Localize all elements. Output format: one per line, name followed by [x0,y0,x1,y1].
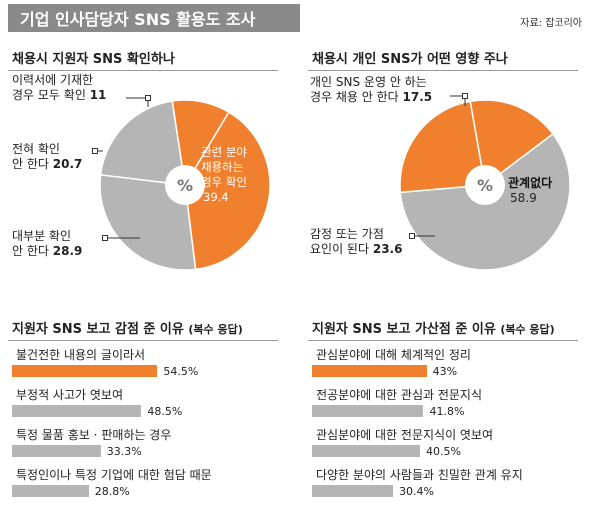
pie1-slice-3-leader-dot [145,95,151,101]
bar1-bar [12,485,89,497]
pie2-title: 채용시 개인 SNS가 어떤 영향 주나 [312,52,508,67]
pie2-slice-2-leader-dot [462,93,468,99]
pie1-rule [8,70,278,71]
pie1-slice-1-value: 28.9 [53,244,83,258]
bar2-item: 관심분야에 대한 전문지식이 엿보여 40.5% [308,426,558,466]
bar2-value-label: 41.8% [429,405,465,418]
bar2-value-label: 30.4% [399,485,435,498]
pie1-slice-0 [184,111,271,271]
pie1-slice-0-label-line-2: 경우 확인 [201,175,247,189]
bar1-value-label: 54.5% [163,365,199,378]
pie1-slice-3-label-line-1: 경우 모두 확인 11 [12,88,106,102]
bar2-bar [312,405,424,417]
bar2-subtitle: (복수 응답) [500,323,555,336]
bar2-bar [312,485,394,497]
source-note: 자료: 잡코리아 [520,18,582,29]
bar1-item: 부정적 사고가 엿보여 48.5% [8,386,258,426]
pie2-slice-1 [399,100,486,194]
pie2-rule [308,70,578,71]
pie2-slice-1-leader-dot [409,233,415,239]
pie1-slice-2-label-line-1: 안 한다 20.7 [12,157,82,171]
bar1-value-label: 33.3% [106,445,142,458]
bar2-bar [312,445,420,457]
bar-chart-penalty-reasons: 불건전한 내용의 글이라서 54.5% 부정적 사고가 엿보여 48.5% 특정 물품 … [8,346,258,506]
pie2-slice-0-value: 58.9 [510,191,537,205]
pie2-center-label: % [477,176,493,195]
pie2-slice-2-value: 17.5 [403,90,433,104]
pie1-slice-0-label-line-0: 관련 분야 [201,145,247,159]
pie1-center-label: % [177,176,193,195]
bar2-title: 지원자 SNS 보고 가산점 준 이유 (복수 응답) [312,318,555,337]
bar1-category-label: 특정 물품 홍보 · 판매하는 경우 [16,428,172,442]
bar1-value-label: 28.8% [94,485,130,498]
pie1-slice-3-label-line-0: 이력서에 기재한 [12,73,93,87]
bar2-category-label: 다양한 분야의 사람들과 친밀한 관계 유지 [316,468,523,482]
pie2-slice-2 [469,99,554,187]
pie2-slice-1-value: 23.6 [373,242,403,256]
bar2-value-label: 43% [432,365,458,378]
pie1-slice-2-label-line-0: 전혀 확인 [12,142,60,156]
bar2-item: 다양한 분야의 사람들과 친밀한 관계 유지 30.4% [308,466,558,506]
bar2-category-label: 관심분야에 대한 전문지식이 엿보여 [316,428,494,442]
bar1-title: 지원자 SNS 보고 감점 준 이유 (복수 응답) [12,318,243,337]
bar2-item: 관심분야에 대해 체계적인 정리 43% [308,346,558,386]
bar1-item: 특정 물품 홍보 · 판매하는 경우 33.3% [8,426,258,466]
bar1-bar [12,365,158,377]
bar1-subtitle: (복수 응답) [188,323,243,336]
bar2-value-label: 40.5% [426,445,461,458]
pie1-slice-0-label-line-1: 채용하는 [201,160,243,174]
bar2-category-label: 관심분야에 대해 체계적인 정리 [316,348,471,362]
pie1-slice-2-leader-dot [92,148,98,154]
pie1-slice-1-leader-dot [102,235,108,241]
bar2-title-main: 지원자 SNS 보고 가산점 준 이유 [312,322,496,337]
pie2-slice-2-label-line-1: 경우 채용 안 한다 17.5 [310,90,432,104]
pie2-slice-2-label-line-0: 개인 SNS 운영 안 하는 [310,75,427,89]
pie1-slice-3-leader [126,97,149,107]
bar1-title-main: 지원자 SNS 보고 감점 준 이유 [12,322,184,337]
bar1-rule [8,340,278,341]
bar1-item: 특정인이나 특정 기업에 대한 험담 때문 28.8% [8,466,258,506]
pie2-slice-1-label-line-1: 요인이 된다 23.6 [310,242,402,256]
pie1-center-hole [165,165,205,205]
pie2-slice-1-label-line-0: 감정 또는 가점 [310,227,384,241]
pie1-slice-1-label-line-0: 대부분 확인 [12,229,71,243]
bar-chart-bonus-reasons: 관심분야에 대해 체계적인 정리 43% 전공분야에 대한 관심과 전문지식 41.8… [308,346,558,506]
pie2-slice-0-label-line-0: 관계없다 [508,175,552,190]
bar2-category-label: 전공분야에 대한 관심과 전문지식 [316,388,483,402]
pie1-slice-0-value: 39.4 [203,190,229,204]
pie1-title: 채용시 지원자 SNS 확인하나 [12,52,175,67]
pie1-slice-2-value: 20.7 [53,157,83,171]
bar1-value-label: 48.5% [147,405,183,418]
bar2-bar [312,365,427,377]
bar1-category-label: 특정인이나 특정 기업에 대한 험담 때문 [16,468,212,482]
bar2-item: 전공분야에 대한 관심과 전문지식 41.8% [308,386,558,426]
pie1-slice-2 [99,100,186,186]
pie2-center-hole [465,165,505,205]
bar1-bar [12,405,142,417]
bar1-category-label: 부정적 사고가 엿보여 [16,388,123,402]
pie1-slice-3-value: 11 [90,88,107,102]
pie1-slice-1-label-line-1: 안 한다 28.9 [12,244,82,258]
bar1-category-label: 불건전한 내용의 글이라서 [16,348,146,362]
bar1-bar [12,445,101,457]
bar1-item: 불건전한 내용의 글이라서 54.5% [8,346,258,386]
bar2-rule [308,340,578,341]
page-title: 기업 인사담당자 SNS 활용도 조사 [8,4,300,32]
pie1-slice-3 [171,99,230,188]
